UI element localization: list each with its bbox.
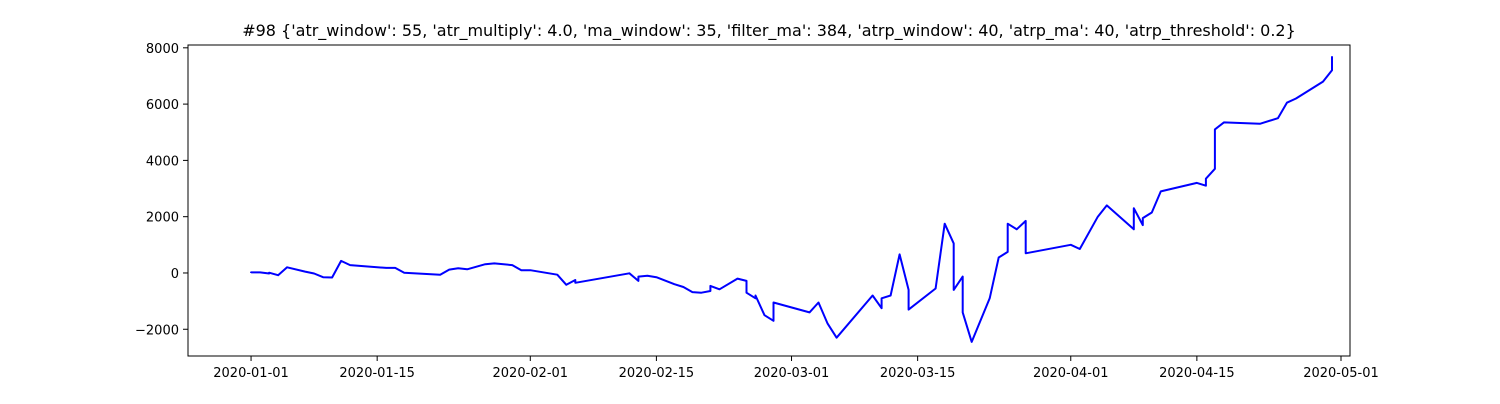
y-tick-label: 6000	[146, 98, 179, 113]
y-tick-label: 8000	[146, 42, 179, 57]
x-tick-label: 2020-03-01	[754, 366, 830, 381]
x-tick-label: 2020-04-01	[1033, 366, 1109, 381]
x-tick-label: 2020-01-15	[339, 366, 415, 381]
axes: 2020-01-01 2020-01-15 2020-02-01 2020-02-15…	[135, 42, 1379, 381]
y-tick-label: −2000	[135, 323, 179, 338]
x-tick-label: 2020-04-15	[1159, 366, 1235, 381]
y-tick-label: 4000	[146, 154, 179, 169]
x-tick-label: 2020-05-01	[1303, 366, 1379, 381]
series-group	[250, 56, 1333, 343]
x-tick-label: 2020-03-15	[880, 366, 956, 381]
y-tick-label: 2000	[146, 211, 179, 226]
y-tick-label: 0	[171, 267, 179, 282]
x-tick-label: 2020-01-01	[213, 366, 289, 381]
x-tick-label: 2020-02-01	[493, 366, 569, 381]
plot-frame	[187, 44, 1351, 357]
x-tick-label: 2020-02-15	[619, 366, 695, 381]
series-line-0	[250, 56, 1333, 343]
chart-title: #98 {'atr_window': 55, 'atr_multiply': 4…	[242, 21, 1296, 40]
